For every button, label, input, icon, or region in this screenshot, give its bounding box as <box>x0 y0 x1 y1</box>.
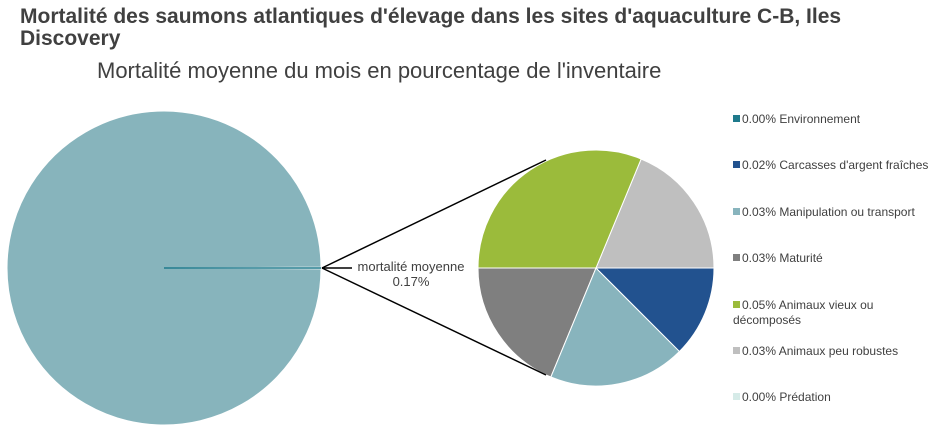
main-pie-slice-rest <box>6 110 322 426</box>
legend-swatch <box>733 301 740 308</box>
secondary-pie-slice-5 <box>595 158 715 269</box>
chart-title: Mortalité des saumons atlantiques d'élev… <box>20 5 842 50</box>
legend-label: Carcasses d'argent fraîches <box>779 158 929 172</box>
legend-value: 0.03% <box>742 205 777 219</box>
legend-swatch <box>733 393 740 400</box>
legend-label: Manipulation ou transport <box>779 205 915 219</box>
legend-label: Environnement <box>779 112 861 126</box>
legend-item: 0.03% Animaux peu robustes <box>733 344 933 359</box>
legend-swatch <box>733 208 740 215</box>
secondary-pie-slice-1 <box>594 267 715 353</box>
legend-label: Maturité <box>779 251 823 265</box>
legend-label: Prédation <box>779 390 831 404</box>
legend-value: 0.03% <box>742 251 777 265</box>
connector-line <box>321 267 547 376</box>
legend-swatch <box>733 115 740 122</box>
legend-swatch <box>733 161 740 168</box>
legend-label: Animaux peu robustes <box>778 344 899 358</box>
legend-value: 0.05% <box>742 298 777 312</box>
legend-item: 0.03% Maturité <box>733 251 933 266</box>
legend-value: 0.00% <box>742 390 777 404</box>
legend-item: 0.05% Animaux vieux ou décomposés <box>733 298 933 328</box>
secondary-pie-slice-4 <box>477 149 642 269</box>
legend-item: 0.00% Environnement <box>733 112 933 127</box>
legend-value: 0.00% <box>742 112 777 126</box>
legend-label: Animaux vieux ou décomposés <box>733 298 874 327</box>
legend-value: 0.02% <box>742 158 777 172</box>
legend-item: 0.00% Prédation <box>733 390 933 405</box>
legend-swatch <box>733 347 740 354</box>
connector-label-name: mortalité moyenne <box>358 259 465 274</box>
legend-item: 0.03% Manipulation ou transport <box>733 205 933 220</box>
chart-subtitle: Mortalité moyenne du mois en pourcentage… <box>97 58 662 83</box>
legend-value: 0.03% <box>742 344 777 358</box>
connector-line <box>321 159 547 269</box>
legend-swatch <box>733 254 740 261</box>
connector-label-value: 0.17% <box>393 274 430 289</box>
legend-item: 0.02% Carcasses d'argent fraîches <box>733 158 933 173</box>
secondary-pie-slice-2 <box>550 267 681 387</box>
